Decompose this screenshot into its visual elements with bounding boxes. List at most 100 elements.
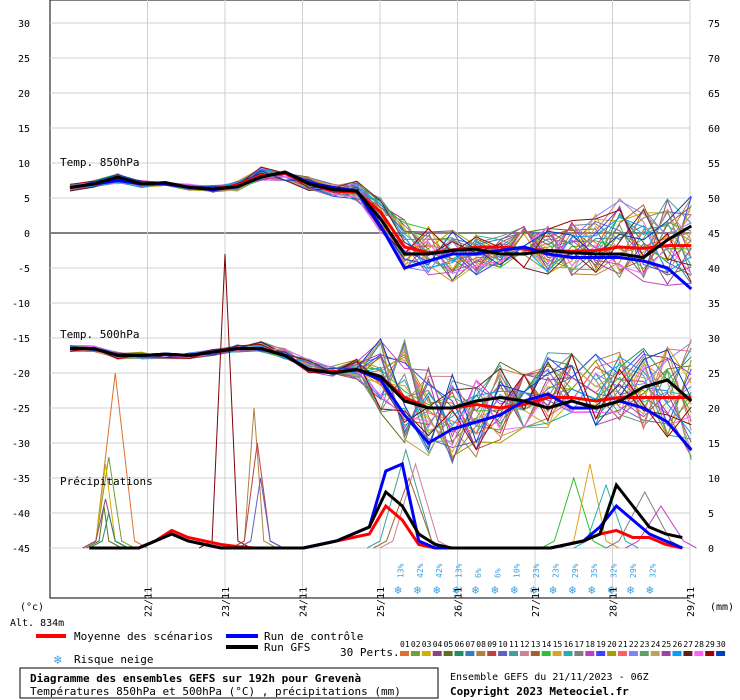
- member-swatch: [563, 651, 573, 656]
- snowflake-icon: ❄: [394, 583, 401, 597]
- y-axis-label-right: (mm): [710, 602, 734, 613]
- snowflake-icon: ❄: [588, 583, 595, 597]
- snow-risk-pct: 42%: [435, 563, 444, 578]
- x-tick-label: 28/11: [609, 587, 620, 617]
- member-number: 23: [640, 640, 650, 649]
- member-swatch: [421, 651, 431, 656]
- section-label-precip: Précipitations: [60, 475, 153, 488]
- y-tick-right: 70: [708, 54, 720, 65]
- x-tick-label: 23/11: [221, 587, 232, 617]
- x-tick-label: 27/11: [531, 587, 542, 617]
- member-number: 02: [411, 640, 421, 649]
- snow-risk-pct: 35%: [590, 563, 599, 578]
- snowflake-icon: ❄: [53, 653, 62, 668]
- snow-risk-pct: 32%: [648, 563, 657, 578]
- title-box: [19, 667, 439, 699]
- member-number: 11: [509, 640, 519, 649]
- member-swatch: [607, 651, 617, 656]
- member-number: 14: [542, 640, 552, 649]
- x-tick-label: 29/11: [686, 587, 697, 617]
- snowflake-icon: ❄: [608, 583, 615, 597]
- member-line-precip: [89, 512, 129, 549]
- y-tick-right: 60: [708, 124, 720, 135]
- member-swatch: [509, 651, 518, 656]
- member-swatch: [596, 651, 606, 656]
- x-tick-label: 22/11: [144, 587, 155, 617]
- member-number: 20: [607, 640, 617, 649]
- snowflake-icon: ❄: [549, 583, 556, 597]
- y-tick-left: -40: [12, 509, 30, 520]
- y-tick-right: 25: [708, 369, 720, 380]
- member-number: 24: [651, 640, 661, 649]
- series-line-precip: [89, 481, 683, 550]
- y-tick-left: -35: [12, 474, 30, 485]
- member-number: 13: [531, 640, 541, 649]
- y-tick-right: 10: [708, 474, 720, 485]
- member-swatch: [705, 651, 715, 656]
- member-legend: 01 02 03 04 05 06 07 08 09 10 11 12 13 14 15 16 17 18 19 20…: [400, 640, 726, 656]
- member-number: 07: [465, 640, 475, 649]
- legend: Moyenne des scénarios Run de contrôle Ru…: [36, 630, 726, 668]
- member-number: 10: [498, 640, 508, 649]
- member-swatch: [574, 651, 584, 656]
- member-swatch: [498, 651, 508, 656]
- snow-risk-pct: 32%: [610, 563, 619, 578]
- x-tick-label: 26/11: [454, 587, 465, 617]
- y-tick-right: 15: [708, 439, 720, 450]
- member-number: 17: [574, 640, 584, 649]
- y-tick-left: -10: [12, 299, 30, 310]
- snow-risk-pct: 10%: [513, 563, 522, 578]
- y-tick-right: 20: [708, 404, 720, 415]
- member-swatch: [400, 651, 409, 656]
- y-tick-right: 35: [708, 299, 720, 310]
- member-swatch: [476, 651, 486, 656]
- y-tick-left: 0: [24, 229, 30, 240]
- y-tick-left: 5: [24, 194, 30, 205]
- y-tick-right: 40: [708, 264, 720, 275]
- member-swatch: [716, 651, 726, 656]
- series-line-t850: [69, 170, 693, 260]
- y-tick-right: 65: [708, 89, 720, 100]
- member-number: 15: [553, 640, 563, 649]
- highlight-series: [69, 170, 693, 550]
- section-label-t850: Temp. 850hPa: [60, 156, 139, 169]
- legend-gfs-label: Run GFS: [264, 641, 310, 654]
- section-label-t500: Temp. 500hPa: [60, 328, 139, 341]
- snow-risk-pct: 42%: [416, 563, 425, 578]
- snow-risk-pct: 23%: [551, 563, 560, 578]
- member-number: 08: [476, 640, 486, 649]
- y-tick-right: 30: [708, 334, 720, 345]
- legend-control-label: Run de contrôle: [264, 630, 363, 643]
- y-tick-right: 5: [708, 509, 714, 520]
- member-number: 04: [433, 640, 443, 649]
- member-number: 22: [629, 640, 639, 649]
- member-swatch: [519, 651, 529, 656]
- snow-risk-pct: 29%: [571, 563, 580, 578]
- series-line-t500: [70, 347, 693, 410]
- member-number: 18: [585, 640, 595, 649]
- snowflake-icon: ❄: [414, 583, 421, 597]
- member-swatch: [487, 651, 497, 656]
- member-number: 16: [564, 640, 574, 649]
- member-swatch: [454, 651, 464, 656]
- snow-risk-pct: 6%: [474, 568, 483, 578]
- y-tick-left: 20: [18, 89, 30, 100]
- member-swatch: [672, 651, 682, 656]
- member-swatch: [432, 651, 442, 656]
- member-line-precip: [237, 477, 284, 549]
- snowflake-icon: ❄: [472, 583, 479, 597]
- legend-mean-label: Moyenne des scénarios: [74, 630, 213, 643]
- member-number: 28: [694, 640, 704, 649]
- member-swatch: [410, 651, 420, 656]
- member-swatch: [443, 651, 453, 656]
- member-number: 21: [618, 640, 628, 649]
- member-swatch: [585, 651, 595, 656]
- y-tick-left: 10: [18, 159, 30, 170]
- member-number: 25: [662, 640, 672, 649]
- member-number: 27: [683, 640, 693, 649]
- member-swatch: [618, 651, 627, 656]
- y-tick-left: -5: [18, 264, 30, 275]
- y-tick-left: 25: [18, 54, 30, 65]
